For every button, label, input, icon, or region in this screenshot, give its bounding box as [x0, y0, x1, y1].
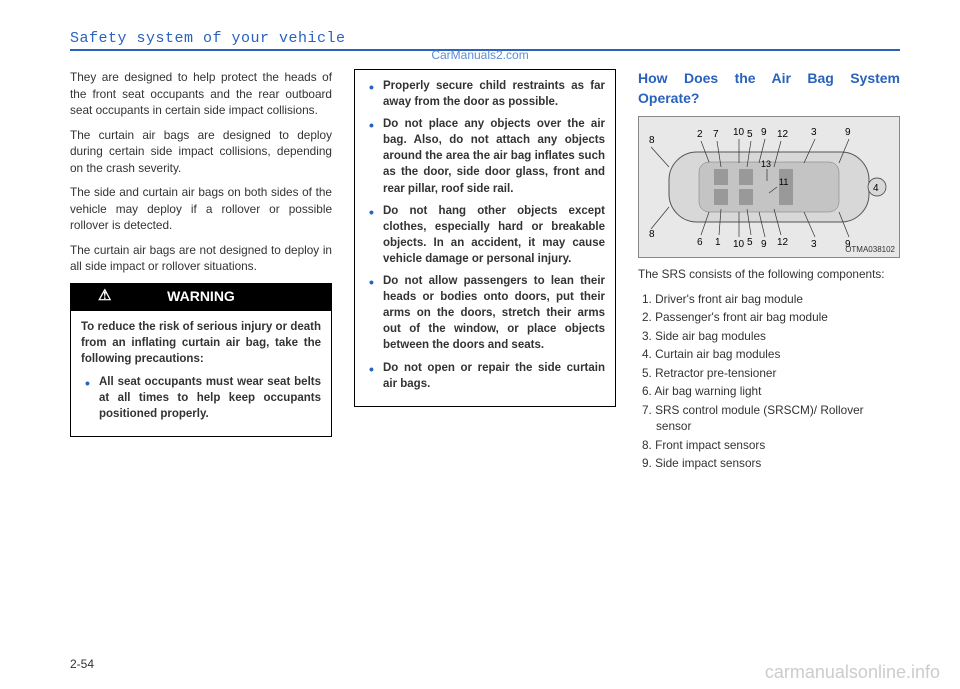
svg-text:7: 7	[713, 129, 719, 140]
svg-text:9: 9	[761, 127, 767, 138]
warning-item: Properly secure child restraints as far …	[377, 78, 605, 110]
column-1: They are designed to help protect the he…	[70, 69, 332, 474]
svg-text:3: 3	[811, 127, 817, 138]
list-item: 2. Passenger's front air bag module	[642, 309, 900, 326]
list-item: 9. Side impact sensors	[642, 455, 900, 472]
warning-intro: To reduce the risk of serious injury or …	[81, 319, 321, 367]
svg-text:8: 8	[649, 229, 655, 240]
warning-heading: ⚠ WARNING	[70, 283, 332, 311]
warning-box: To reduce the risk of serious injury or …	[70, 310, 332, 437]
warning-continued-box: Properly secure child restraints as far …	[354, 69, 616, 407]
body-text: The side and curtain air bags on both si…	[70, 184, 332, 234]
list-item: 6. Air bag warning light	[642, 383, 900, 400]
svg-text:5: 5	[747, 129, 753, 140]
svg-text:3: 3	[811, 239, 817, 250]
components-list: 1. Driver's front air bag module 2. Pass…	[638, 291, 900, 472]
list-item: 7. SRS control module (SRSCM)/ Rollover …	[642, 402, 900, 435]
body-text: The curtain air bags are not designed to…	[70, 242, 332, 275]
figure-code: OTMA038102	[845, 244, 895, 255]
watermark-top: CarManuals2.com	[431, 48, 528, 62]
list-item: 1. Driver's front air bag module	[642, 291, 900, 308]
svg-text:8: 8	[649, 135, 655, 146]
warning-item: Do not hang other objects except clothes…	[377, 203, 605, 267]
warning-item: Do not place any objects over the air ba…	[377, 116, 605, 196]
svg-text:11: 11	[779, 177, 788, 187]
watermark-bottom: carmanualsonline.info	[765, 662, 940, 683]
vehicle-diagram: 8 2 7 10 5 9 12 3 9 13 11 4 8 6 1 10 5	[638, 116, 900, 258]
warning-item: Do not open or repair the side curtain a…	[377, 360, 605, 392]
body-text: The curtain air bags are designed to dep…	[70, 127, 332, 177]
list-item: 4. Curtain air bag modules	[642, 346, 900, 363]
components-intro: The SRS consists of the following compon…	[638, 266, 900, 283]
page-number: 2-54	[70, 657, 94, 671]
svg-text:1: 1	[715, 237, 721, 248]
section-heading: How Does the Air Bag System Operate?	[638, 69, 900, 108]
svg-text:6: 6	[697, 237, 703, 248]
manual-page: Safety system of your vehicle CarManuals…	[0, 0, 960, 689]
list-item: 3. Side air bag modules	[642, 328, 900, 345]
warning-item: All seat occupants must wear seat belts …	[93, 374, 321, 422]
svg-text:13: 13	[761, 159, 771, 169]
column-2: Properly secure child restraints as far …	[354, 69, 616, 474]
list-item: 8. Front impact sensors	[642, 437, 900, 454]
svg-text:10: 10	[733, 127, 745, 138]
body-text: They are designed to help protect the he…	[70, 69, 332, 119]
list-item: 5. Retractor pre-tensioner	[642, 365, 900, 382]
svg-text:9: 9	[761, 239, 767, 250]
warning-icon: ⚠	[98, 285, 111, 306]
columns-container: They are designed to help protect the he…	[70, 69, 900, 474]
svg-text:12: 12	[777, 129, 789, 140]
car-top-view-svg: 8 2 7 10 5 9 12 3 9 13 11 4 8 6 1 10 5	[639, 117, 899, 257]
svg-text:9: 9	[845, 127, 851, 138]
svg-text:10: 10	[733, 239, 745, 250]
column-3: How Does the Air Bag System Operate?	[638, 69, 900, 474]
svg-text:4: 4	[873, 183, 879, 194]
warning-item: Do not allow passengers to lean their he…	[377, 273, 605, 353]
warning-label: WARNING	[167, 288, 235, 304]
svg-text:2: 2	[697, 129, 703, 140]
svg-text:12: 12	[777, 237, 789, 248]
svg-text:5: 5	[747, 237, 753, 248]
